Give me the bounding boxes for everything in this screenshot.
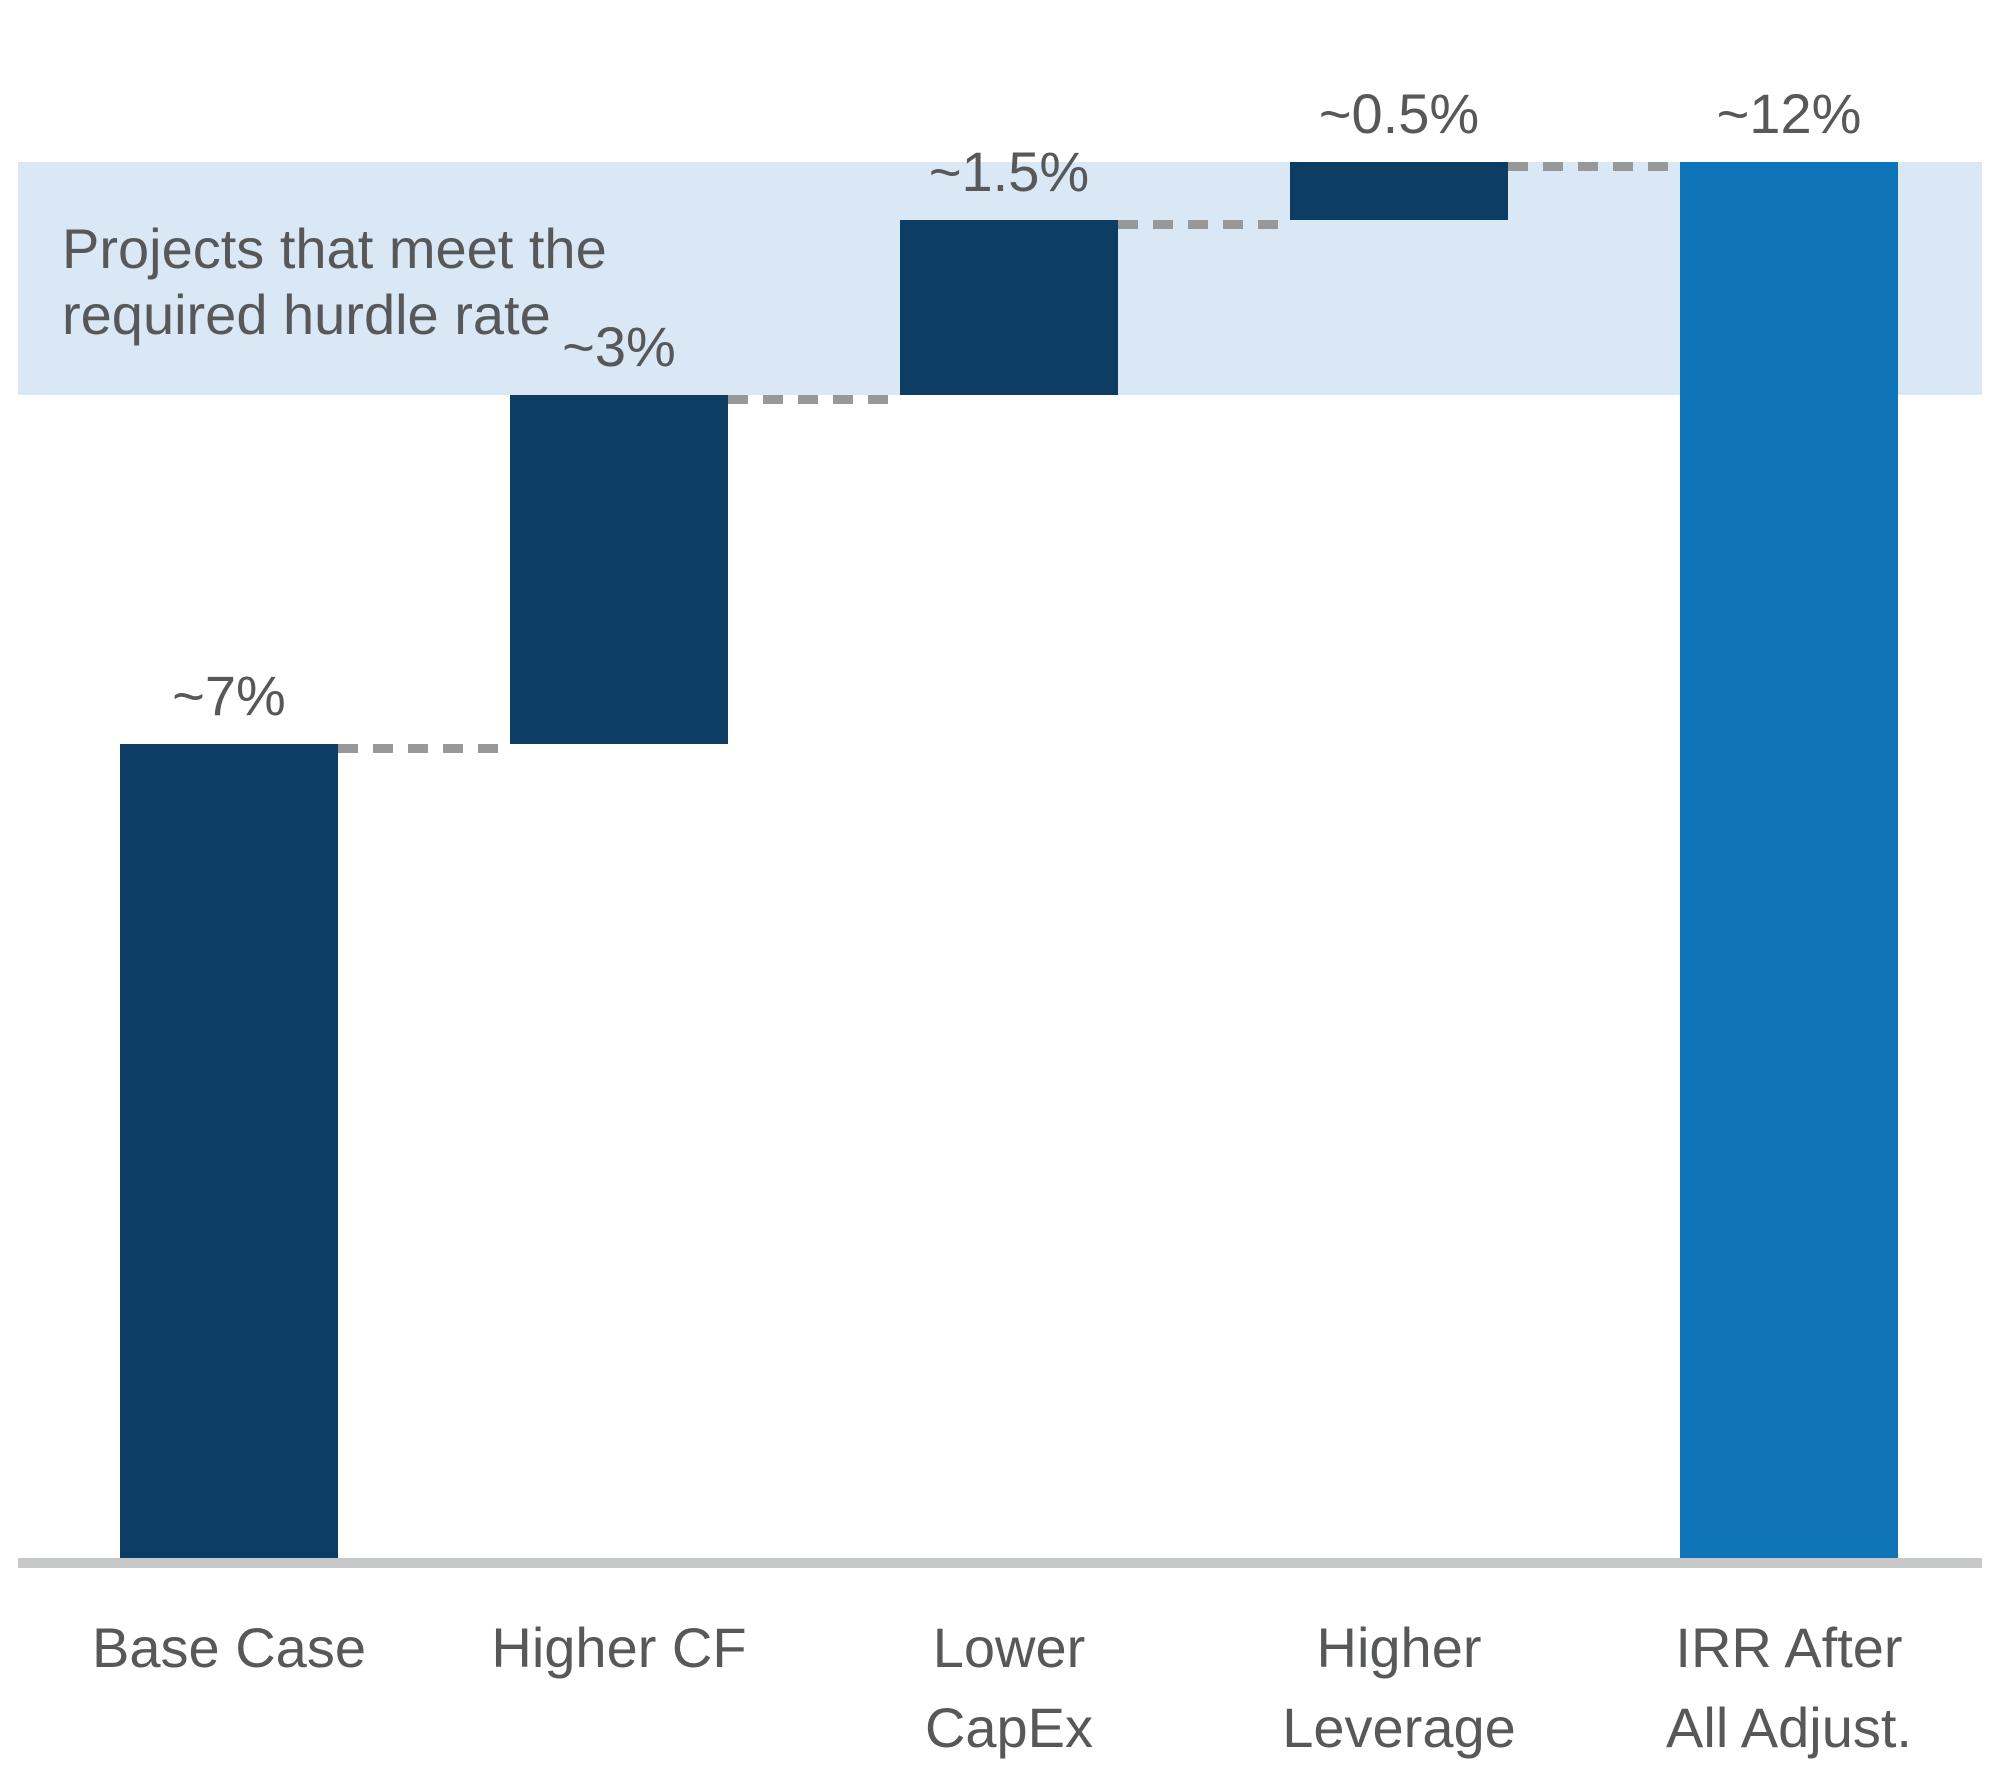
value-label-base-case: ~7% [172,663,286,727]
value-label-lower-capex: ~1.5% [928,140,1090,204]
axis-label-lower-capex: Lower CapEx [924,1616,1094,1759]
bar-higher-leverage [1290,162,1508,221]
connector-4 [1508,162,1680,171]
x-axis-line [18,1558,1982,1568]
axis-label-irr-after-all-adjust: IRR After All Adjust. [1666,1616,1912,1759]
bar-higher-cf [510,394,728,744]
bar-base-case [120,743,338,1558]
connector-1 [338,743,510,753]
axis-label-higher-leverage: Higher Leverage [1282,1616,1516,1759]
axis-label-higher-cf: Higher CF [491,1616,747,1679]
bar-lower-capex [900,220,1118,395]
value-label-higher-leverage: ~0.5% [1318,82,1480,145]
value-label-irr-after-all-adjust: ~12% [1716,82,1862,145]
hurdle-band-label: Projects that meet the required hurdle r… [62,217,607,347]
axis-label-base-case: Base Case [92,1616,366,1679]
value-label-higher-cf: ~3% [562,314,676,378]
connector-2 [728,394,900,404]
bar-irr-after-all-adjust [1680,162,1898,1558]
connector-3 [1118,220,1290,230]
